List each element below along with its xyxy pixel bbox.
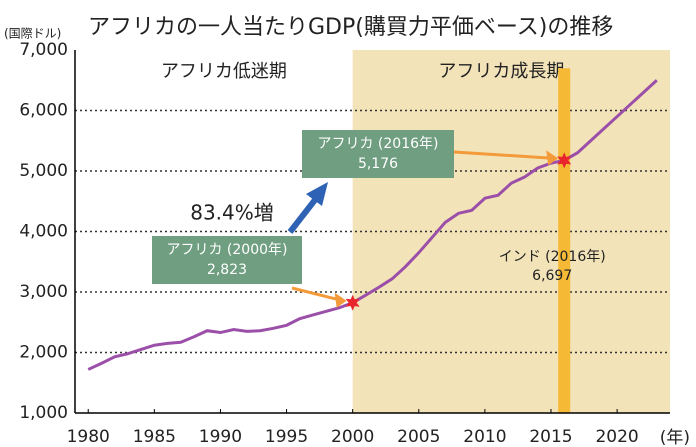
y-tick-label: 5,000 bbox=[19, 161, 68, 181]
x-tick-label: 1990 bbox=[199, 427, 242, 447]
india-value-label: 6,697 bbox=[532, 268, 572, 284]
y-tick-label: 3,000 bbox=[19, 282, 68, 302]
callout-box bbox=[302, 130, 454, 178]
india-bar bbox=[558, 68, 571, 414]
x-tick-label: 2015 bbox=[529, 427, 572, 447]
y-tick-label: 1,000 bbox=[19, 403, 68, 423]
y-tick-label: 6,000 bbox=[19, 101, 68, 121]
arrow-head bbox=[546, 150, 559, 166]
y-tick-label: 2,000 bbox=[19, 343, 68, 363]
growth-arrow bbox=[287, 194, 321, 234]
y-tick-label: 7,000 bbox=[19, 40, 68, 60]
x-tick-label: 2005 bbox=[397, 427, 440, 447]
callout-arrow bbox=[291, 286, 344, 303]
callout-arrow bbox=[453, 150, 555, 160]
x-tick-label: 1985 bbox=[133, 427, 176, 447]
y-axis-label: (国際ドル) bbox=[4, 27, 61, 41]
callout-value: 2,823 bbox=[207, 262, 247, 278]
x-tick-label: 1980 bbox=[67, 427, 110, 447]
india-label: インド (2016年) bbox=[499, 249, 606, 265]
highlight-point bbox=[557, 152, 572, 169]
arrow-head bbox=[334, 292, 347, 308]
x-axis-label: (年) bbox=[660, 428, 690, 447]
callout-label: アフリカ (2016年) bbox=[317, 136, 438, 152]
chart-title: アフリカの一人当たりGDP(購買力平価ベース)の推移 bbox=[88, 15, 613, 40]
x-tick-label: 2000 bbox=[331, 427, 374, 447]
callout-label: アフリカ (2000年) bbox=[166, 242, 287, 258]
callout-value: 5,176 bbox=[358, 156, 398, 172]
x-tick-label: 2010 bbox=[463, 427, 506, 447]
callout-box bbox=[152, 236, 302, 284]
growth-label: 83.4%増 bbox=[190, 201, 274, 225]
growth-arrow-head bbox=[306, 182, 328, 206]
period-label: アフリカ成長期 bbox=[438, 61, 564, 82]
period-label: アフリカ低迷期 bbox=[161, 61, 287, 82]
x-tick-label: 1995 bbox=[265, 427, 308, 447]
x-tick-label: 2020 bbox=[595, 427, 638, 447]
highlight-point bbox=[345, 294, 360, 311]
y-tick-label: 4,000 bbox=[19, 222, 68, 242]
